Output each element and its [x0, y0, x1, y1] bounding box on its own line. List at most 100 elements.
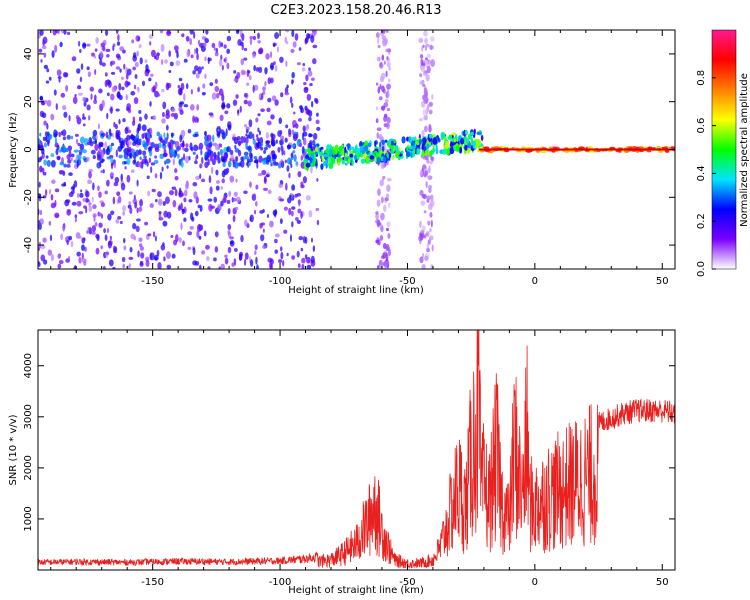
heatmap-cell	[51, 50, 55, 58]
heatmap-cell	[115, 66, 121, 70]
heatmap-cell	[252, 133, 255, 140]
heatmap-cell	[384, 197, 389, 202]
heatmap-cell	[243, 124, 248, 128]
heatmap-cell	[270, 263, 273, 269]
heatmap-cell	[61, 145, 67, 153]
heatmap-cell	[98, 88, 103, 94]
heatmap-cell	[320, 146, 324, 150]
heatmap-cell	[108, 259, 114, 267]
heatmap-cell	[134, 61, 139, 68]
heatmap-cell	[68, 114, 71, 122]
heatmap-cell	[97, 212, 103, 217]
heatmap-cell	[252, 138, 256, 145]
heatmap-cell	[58, 260, 64, 265]
heatmap-cell	[180, 130, 186, 137]
heatmap-cell	[129, 152, 133, 159]
heatmap-cell	[289, 96, 293, 104]
heatmap-cell	[421, 263, 426, 269]
heatmap-cell	[296, 219, 301, 224]
heatmap-cell	[157, 262, 162, 269]
heatmap-cell	[430, 219, 433, 228]
heatmap-cell	[118, 118, 121, 125]
heatmap-cell	[113, 182, 119, 187]
heatmap-cell	[257, 113, 261, 117]
heatmap-cell	[263, 187, 268, 191]
heatmap-cell	[192, 133, 198, 138]
heatmap-cell	[132, 222, 137, 230]
heatmap-cell	[142, 132, 147, 138]
heatmap-cell	[60, 92, 66, 98]
heatmap-cell	[422, 193, 427, 200]
heatmap-cell	[309, 140, 313, 144]
heatmap-cell	[189, 142, 193, 151]
heatmap-cell	[386, 108, 391, 112]
heatmap-cell	[97, 123, 100, 130]
heatmap-cell	[247, 146, 253, 153]
heatmap-cell	[200, 45, 206, 52]
heatmap-cell	[308, 116, 312, 122]
colorbar-ticks: 0.0 0.2 0.4 0.6 0.8	[696, 70, 716, 277]
heatmap-cell	[106, 156, 111, 160]
heatmap-cell	[92, 182, 95, 191]
heatmap-cell	[210, 166, 214, 175]
heatmap-cell	[144, 113, 148, 120]
heatmap-cell	[79, 48, 82, 54]
heatmap-cell	[160, 44, 165, 52]
heatmap-cell	[80, 189, 83, 193]
heatmap-cell	[171, 107, 176, 112]
heatmap-cell	[39, 166, 42, 173]
colorbar-frame	[711, 29, 737, 270]
chart-title: C2E3.2023.158.20.46.R13	[270, 3, 441, 18]
heatmap-cell	[192, 247, 196, 256]
heatmap-cell	[313, 30, 317, 36]
heatmap-cell	[425, 230, 430, 237]
heatmap-cell	[161, 88, 165, 93]
heatmap-cell	[385, 48, 389, 53]
heatmap-cell	[445, 149, 450, 156]
y-tick-label: -40	[23, 237, 34, 253]
heatmap-cell	[170, 148, 174, 155]
heatmap-cell	[91, 225, 97, 233]
heatmap-cell	[166, 30, 171, 37]
heatmap-cell	[194, 65, 199, 72]
heatmap-cell	[387, 233, 391, 239]
heatmap-cell	[87, 71, 92, 78]
heatmap-cell	[41, 45, 47, 50]
heatmap-cell	[286, 144, 292, 149]
heatmap-cell	[139, 156, 142, 161]
heatmap-cell	[77, 154, 82, 161]
x-tick-label: -100	[269, 577, 292, 588]
heatmap-cell	[70, 240, 74, 248]
heatmap-cell	[204, 151, 210, 159]
heatmap-cell	[429, 150, 433, 158]
heatmap-cell	[252, 84, 255, 93]
heatmap-cell	[226, 35, 232, 42]
heatmap-cell	[234, 161, 239, 169]
heatmap-cell	[121, 139, 125, 146]
heatmap-cell	[337, 161, 341, 166]
colorbar-tick-label: 0.0	[696, 261, 707, 277]
heatmap-cell	[131, 39, 135, 44]
heatmap-cell	[102, 168, 105, 174]
heatmap-cell	[154, 155, 157, 159]
heatmap-cell	[54, 188, 60, 193]
heatmap-cell	[302, 137, 307, 146]
heatmap-cell	[110, 71, 116, 75]
heatmap-cell	[241, 70, 247, 75]
heatmap-cell	[540, 149, 548, 153]
heatmap-cell	[62, 72, 67, 78]
heatmap-cell	[428, 125, 432, 133]
heatmap-cell	[290, 152, 294, 158]
heatmap-cell	[98, 191, 102, 198]
heatmap-cell	[212, 134, 215, 143]
heatmap-cell	[453, 138, 457, 143]
heatmap-cell	[428, 187, 432, 194]
heatmap-cell	[138, 116, 142, 122]
heatmap-cell	[214, 51, 219, 57]
heatmap-cell	[266, 160, 270, 165]
heatmap-cell	[150, 73, 154, 78]
heatmap-cell	[162, 101, 167, 110]
heatmap-cell	[262, 228, 265, 233]
heatmap-cell	[106, 147, 111, 156]
heatmap-cell	[390, 149, 394, 155]
